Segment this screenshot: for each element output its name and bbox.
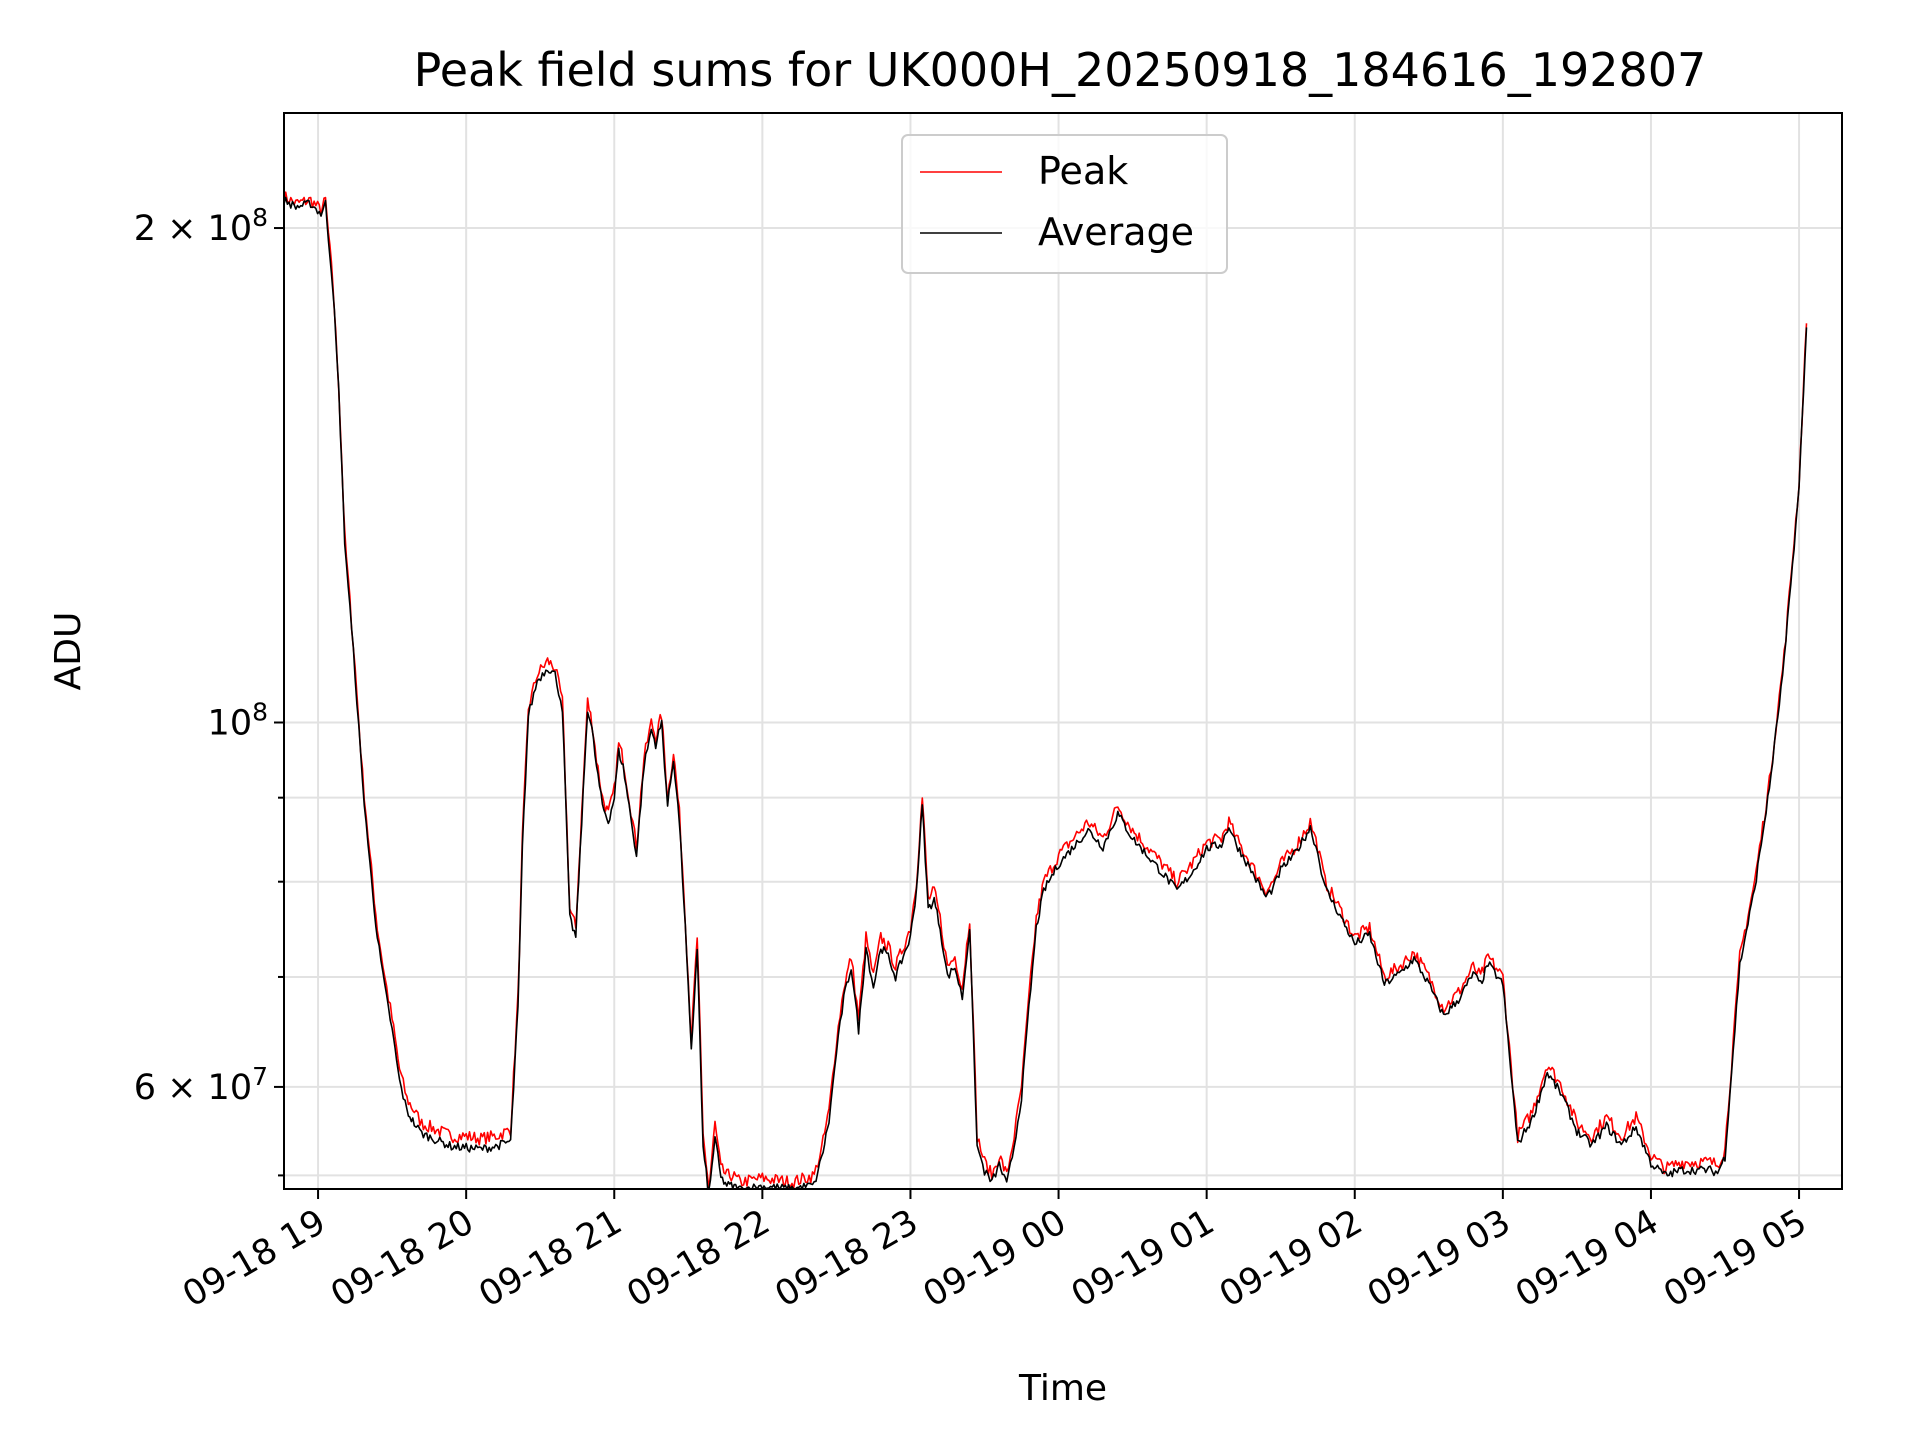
x-tick-label: 09-18 21 (472, 1202, 628, 1315)
x-tick-label: 09-18 19 (176, 1202, 332, 1315)
legend-label-peak: Peak (1038, 149, 1128, 193)
x-axis-label: Time (1018, 1368, 1107, 1409)
legend-label-average: Average (1038, 210, 1194, 254)
grid (284, 113, 1842, 1189)
x-tick-label: 09-18 22 (621, 1202, 777, 1315)
axes-frame (283, 112, 1843, 1190)
x-tick-label: 09-18 20 (324, 1202, 480, 1315)
series-line-average (283, 196, 1808, 1190)
series-line-peak (283, 191, 1808, 1190)
legend: Peak Average (901, 134, 1228, 274)
x-tick-label: 09-19 03 (1361, 1202, 1517, 1315)
plot-area (283, 191, 1808, 1190)
x-tick-label: 09-19 04 (1509, 1202, 1665, 1315)
y-axis-label: ADU (48, 612, 89, 691)
y-tick-label: 2 × 108 (134, 203, 268, 249)
legend-box (901, 134, 1228, 274)
chart-title: Peak field sums for UK000H_20250918_1846… (414, 43, 1707, 97)
x-tick-label: 09-19 01 (1065, 1202, 1221, 1315)
y-axis: 6 × 107 108 2 × 108 (134, 203, 284, 1177)
y-tick-label: 6 × 107 (134, 1062, 268, 1108)
y-tick-label: 108 (208, 698, 268, 744)
x-tick-label: 09-19 05 (1657, 1202, 1813, 1315)
x-tick-label: 09-19 02 (1213, 1202, 1369, 1315)
x-tick-label: 09-19 00 (917, 1202, 1073, 1315)
x-tick-label: 09-18 23 (769, 1202, 925, 1315)
